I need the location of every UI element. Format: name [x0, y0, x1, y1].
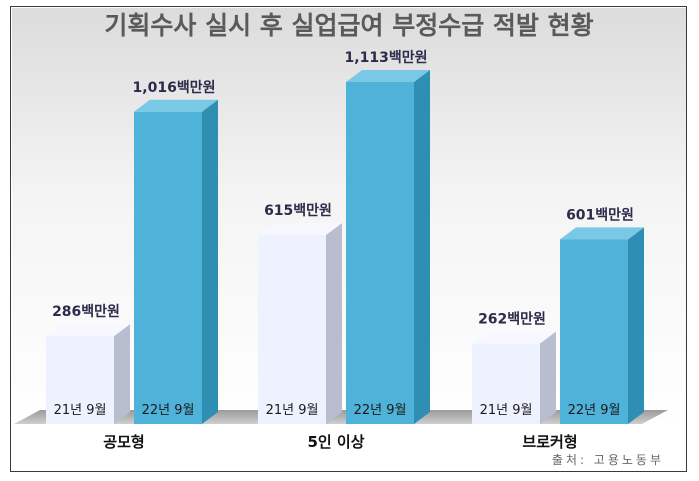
bar-top	[134, 99, 218, 112]
bar-side	[114, 324, 130, 424]
bar-top	[472, 331, 556, 344]
bar-side	[540, 331, 556, 424]
series-label: 22년 9월	[568, 403, 621, 418]
chart-title: 기획수사 실시 후 실업급여 부정수급 적발 현황	[104, 11, 593, 40]
bar-side	[414, 70, 430, 424]
series-label: 22년 9월	[354, 403, 407, 418]
bar-front	[346, 82, 414, 424]
bar-front	[560, 239, 628, 424]
series-label: 21년 9월	[480, 403, 533, 418]
bar-2-2	[346, 70, 430, 424]
bar-1-2	[258, 223, 342, 424]
bar-front	[472, 343, 540, 424]
data-label: 286백만원	[52, 304, 120, 320]
bar-side	[202, 99, 218, 424]
data-label: 601백만원	[566, 207, 634, 223]
bar-front	[258, 235, 326, 424]
series-label: 21년 9월	[266, 403, 319, 418]
series-label: 22년 9월	[142, 403, 195, 418]
bar-front	[46, 336, 114, 424]
data-label: 262백만원	[478, 311, 546, 327]
category-label: 브로커형	[522, 433, 577, 451]
source-label: 출처: 고용노동부	[552, 453, 664, 467]
bar-2-3	[560, 227, 644, 424]
bars-layer	[46, 70, 644, 424]
data-label: 1,113백만원	[345, 50, 428, 66]
bar-top	[560, 227, 644, 240]
bar-2-1	[134, 99, 218, 424]
bar-top	[258, 223, 342, 236]
bar-top	[346, 70, 430, 82]
category-label: 5인 이상	[307, 433, 364, 451]
series-label: 21년 9월	[54, 403, 107, 418]
data-label: 1,016백만원	[133, 80, 216, 96]
bar-front	[134, 111, 202, 424]
bar-1-1	[46, 324, 130, 424]
category-label: 공모형	[103, 433, 144, 451]
bar-top	[46, 324, 130, 337]
bar-side	[326, 223, 342, 424]
bar-1-3	[472, 331, 556, 424]
data-label: 615백만원	[264, 203, 332, 219]
bar-side	[628, 227, 644, 424]
